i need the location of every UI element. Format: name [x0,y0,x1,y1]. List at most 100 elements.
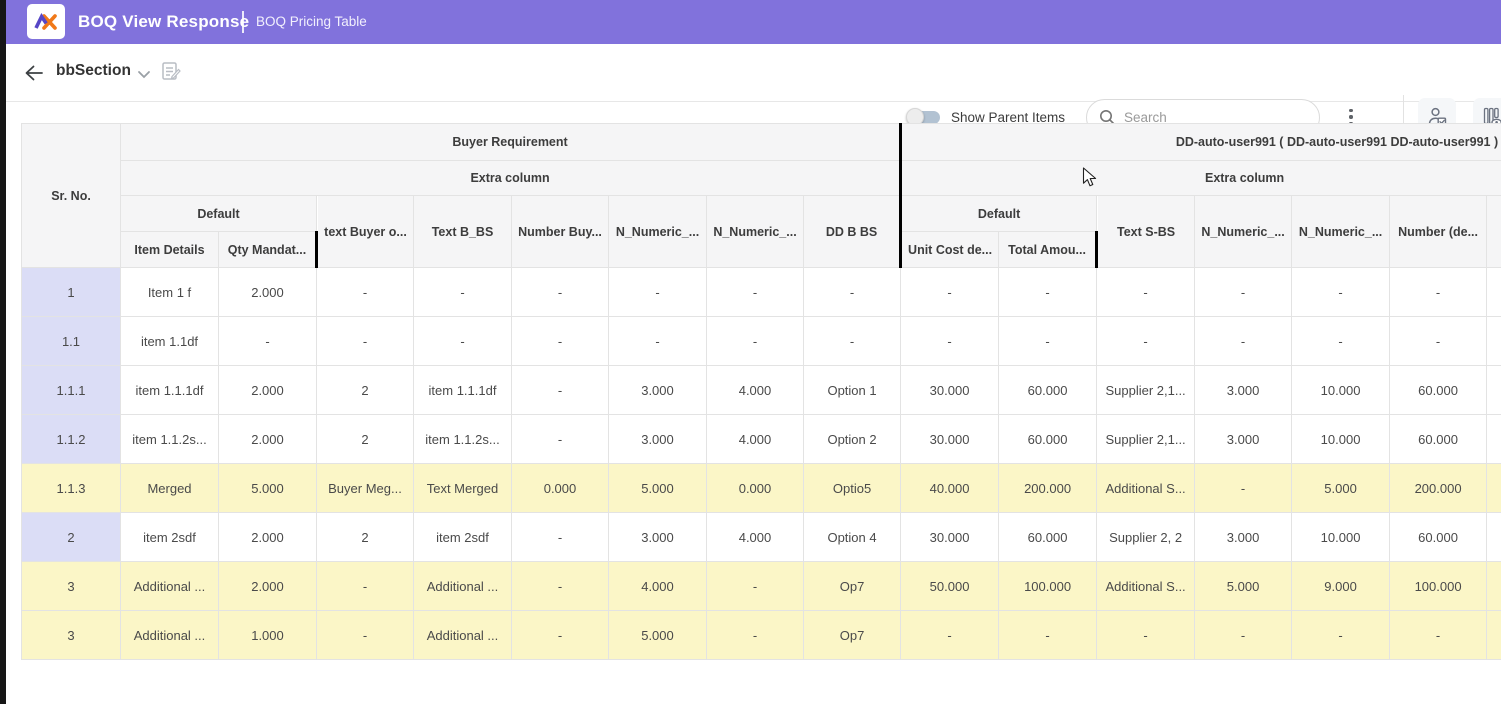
section-dropdown[interactable] [137,66,153,82]
pricing-table: Sr. No. Buyer Requirement DD-auto-user99… [21,123,1501,660]
col-header-number-de[interactable]: Number (de... [1389,195,1488,268]
col-header-dd-b-bs[interactable]: DD B BS [802,195,902,268]
data-cell: 60.000 [1389,414,1488,464]
data-cell: - [1291,316,1391,366]
sr-no-cell: 1.1.2 [21,414,121,464]
data-cell: - [413,267,512,317]
data-cell: 60.000 [998,414,1098,464]
data-cell: - [1194,610,1293,660]
data-cell: - [608,316,707,366]
data-cell: item 2sdf [120,512,219,562]
section-name: bbSection [56,62,131,79]
group-header-buyer-default: Default [120,195,317,232]
data-cell: 2.000 [218,365,317,415]
data-cell: - [1291,610,1391,660]
data-cell: - [1291,267,1391,317]
data-cell: - [1194,267,1293,317]
data-cell: - [706,267,804,317]
data-cell: Supplier 2, 2 [1096,512,1196,562]
table-row[interactable]: 1.1.3 Merged 5.000 Buyer Meg... Text Merged 0… [21,463,1501,513]
data-cell: item 1.1.1df [413,365,512,415]
group-header-supplier: DD-auto-user991 ( DD-auto-user991 DD-aut… [899,123,1501,161]
data-cell: Option 1 [802,365,902,415]
data-cell: 2 [316,365,414,415]
data-cell: item 1.1.1df [120,365,219,415]
data-cell: Supplier 2,1... [1096,414,1196,464]
sr-no-cell: 1.1.1 [21,365,121,415]
col-header-unit-cost[interactable]: Unit Cost de... [899,231,1000,268]
data-cell: 4.000 [706,365,804,415]
data-cell: Option 4 [802,512,902,562]
sr-no-cell: 2 [21,512,121,562]
data-cell: - [413,316,512,366]
data-cell: Additional ... [120,561,219,611]
col-header-text-s-bs[interactable]: Text S-BS [1096,195,1196,268]
data-cell: Additional ... [413,610,512,660]
data-cell: - [218,316,317,366]
table-row[interactable]: 3 Additional ... 1.000- Additional ... -5.00… [21,610,1501,660]
col-header-n-numeric-s1[interactable]: N_Numeric_... [1194,195,1293,268]
data-cell: 4.000 [608,561,707,611]
data-cell: Supplier 2,1... [1096,365,1196,415]
data-cell: - [511,316,609,366]
col-header-total-amount[interactable]: Total Amou... [998,231,1099,268]
col-header-text-b-bs[interactable]: Text B_BS [413,195,512,268]
col-header-n-numeric-b2[interactable]: N_Numeric_... [706,195,804,268]
data-cell [1486,414,1501,464]
data-cell: Op7 [802,561,902,611]
data-cell: - [1389,610,1488,660]
data-cell: - [511,610,609,660]
search-input[interactable] [1124,110,1294,125]
data-cell: - [511,561,609,611]
page-subtitle: BOQ Pricing Table [256,14,367,29]
data-cell: 100.000 [998,561,1098,611]
data-cell: - [802,267,902,317]
data-cell: - [900,316,1000,366]
data-cell: 60.000 [1389,365,1488,415]
group-header-buyer-requirement: Buyer Requirement [119,123,902,161]
col-header-number-buyer[interactable]: Number Buy... [511,195,609,268]
data-cell: 2 [316,512,414,562]
data-cell: 30.000 [900,414,1000,464]
table-row[interactable]: 1.1 item 1.1df - - - - - - - - - - - - - [21,316,1501,366]
data-cell: 3.000 [1194,414,1293,464]
data-cell: 5.000 [608,463,707,513]
table-row[interactable]: 3 Additional ... 2.000- Additional ... -4.00… [21,561,1501,611]
data-cell: 3.000 [608,414,707,464]
data-cell: 40.000 [900,463,1000,513]
data-cell: 10.000 [1291,512,1391,562]
data-cell: - [1389,316,1488,366]
back-button[interactable] [22,61,46,85]
col-header-sr-no[interactable]: Sr. No. [21,123,121,268]
col-header-qty-mandatory[interactable]: Qty Mandat... [218,231,318,268]
data-cell: - [511,267,609,317]
data-cell: item 1.1df [120,316,219,366]
data-cell: - [706,316,804,366]
data-cell: 3.000 [608,365,707,415]
col-header-n-numeric-b1[interactable]: N_Numeric_... [608,195,707,268]
data-cell: 5.000 [1194,561,1293,611]
data-cell: item 2sdf [413,512,512,562]
note-edit-icon [162,62,181,80]
col-header-text-buyer[interactable]: text Buyer o... [316,195,414,268]
data-cell: - [316,267,414,317]
section-note-button[interactable] [161,60,183,84]
data-cell [1486,463,1501,513]
data-cell: 60.000 [998,512,1098,562]
data-cell: 10.000 [1291,365,1391,415]
col-header-n-numeric-s2[interactable]: N_Numeric_... [1291,195,1391,268]
data-cell [1486,267,1501,317]
table-row[interactable]: 1.1.1 item 1.1.1df 2.000 2 item 1.1.1df -3.00… [21,365,1501,415]
group-header-supplier-extra-column: Extra column [899,160,1501,196]
table-row[interactable]: 1 Item 1 f 2.000- - - - - - - - - - - - [21,267,1501,317]
data-cell: - [998,316,1098,366]
table-row[interactable]: 2 item 2sdf 2.000 2 item 2sdf -3.000 4.000 Opti… [21,512,1501,562]
group-header-supplier-default: Default [899,195,1098,232]
window-edge-strip [0,0,6,704]
app-logo[interactable] [27,4,65,39]
data-cell: - [511,414,609,464]
data-cell: 1.000 [218,610,317,660]
col-header-item-details[interactable]: Item Details [120,231,219,268]
table-row[interactable]: 1.1.2 item 1.1.2s... 2.000 2 item 1.1.2s... -… [21,414,1501,464]
